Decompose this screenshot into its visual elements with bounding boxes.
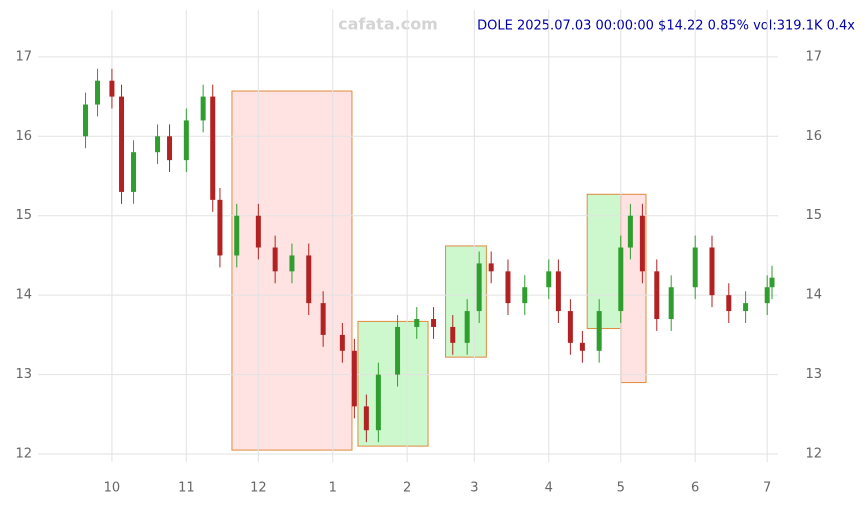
- candle-body: [764, 287, 770, 304]
- y-tick-label: 12: [15, 447, 32, 462]
- candle-body: [488, 263, 494, 272]
- candle-body: [769, 277, 775, 288]
- candle-body: [726, 295, 732, 312]
- y-tick-label: 15: [15, 208, 32, 223]
- y-tick-label-right: 13: [805, 367, 822, 382]
- candle-body: [639, 215, 645, 272]
- candle-body: [167, 136, 173, 161]
- y-tick-label: 16: [15, 129, 32, 144]
- candle-body: [579, 342, 585, 351]
- x-tick-label: 4: [545, 481, 553, 496]
- watermark: cafata.com: [338, 15, 438, 34]
- candle-body: [339, 334, 345, 351]
- candle-body: [692, 247, 698, 288]
- y-tick-label: 17: [15, 49, 32, 64]
- candle-body: [351, 350, 357, 407]
- candle-body: [183, 120, 189, 161]
- candle-body: [567, 311, 573, 343]
- y-tick-label-right: 16: [805, 129, 822, 144]
- candle-body: [654, 271, 660, 320]
- candle-body: [476, 263, 482, 312]
- candle-body: [109, 80, 115, 97]
- candle-body: [522, 287, 528, 304]
- candle-body: [395, 326, 401, 375]
- candle-body: [95, 80, 101, 105]
- candle-body: [414, 319, 420, 327]
- candle-body: [200, 96, 206, 121]
- candle-body: [306, 255, 312, 304]
- y-tick-label: 13: [15, 367, 32, 382]
- candle-body: [131, 152, 137, 192]
- candle-body: [505, 271, 511, 304]
- candle-body: [668, 287, 674, 320]
- candle-body: [217, 199, 223, 256]
- x-tick-label: 10: [104, 481, 121, 496]
- candle-body: [83, 104, 89, 137]
- candle-body: [743, 303, 749, 312]
- candle-body: [431, 319, 437, 327]
- zone: [357, 320, 429, 447]
- y-tick-label-right: 14: [805, 288, 822, 303]
- y-tick-label-right: 12: [805, 447, 822, 462]
- y-tick-label-right: 17: [805, 49, 822, 64]
- candle-body: [320, 303, 326, 335]
- candle-body: [450, 326, 456, 343]
- candle-body: [627, 215, 633, 248]
- zone: [586, 193, 622, 330]
- candle-body: [546, 271, 552, 288]
- x-tick-label: 5: [617, 481, 625, 496]
- x-tick-label: 2: [403, 481, 411, 496]
- candle-body: [464, 311, 470, 343]
- x-tick-label: 1: [329, 481, 337, 496]
- x-tick-label: 12: [250, 481, 267, 496]
- y-tick-label-right: 15: [805, 208, 822, 223]
- candle-body: [155, 136, 161, 153]
- x-tick-label: 6: [691, 481, 699, 496]
- candle-body: [618, 247, 624, 312]
- candle-body: [289, 255, 295, 272]
- candle-body: [596, 311, 602, 351]
- candle-body: [363, 406, 369, 431]
- candle-body: [234, 215, 240, 256]
- candle-body: [272, 247, 278, 272]
- candle-body: [119, 96, 125, 192]
- chart-title: DOLE 2025.07.03 00:00:00 $14.22 0.85% vo…: [477, 19, 855, 34]
- candle-body: [709, 247, 715, 296]
- x-tick-label: 11: [178, 481, 195, 496]
- candle-body: [210, 96, 216, 200]
- x-tick-label: 7: [763, 481, 771, 496]
- candle-body: [255, 215, 261, 248]
- y-tick-label: 14: [15, 288, 32, 303]
- x-tick-label: 3: [470, 481, 478, 496]
- candle-body: [555, 271, 561, 312]
- candle-body: [375, 374, 381, 431]
